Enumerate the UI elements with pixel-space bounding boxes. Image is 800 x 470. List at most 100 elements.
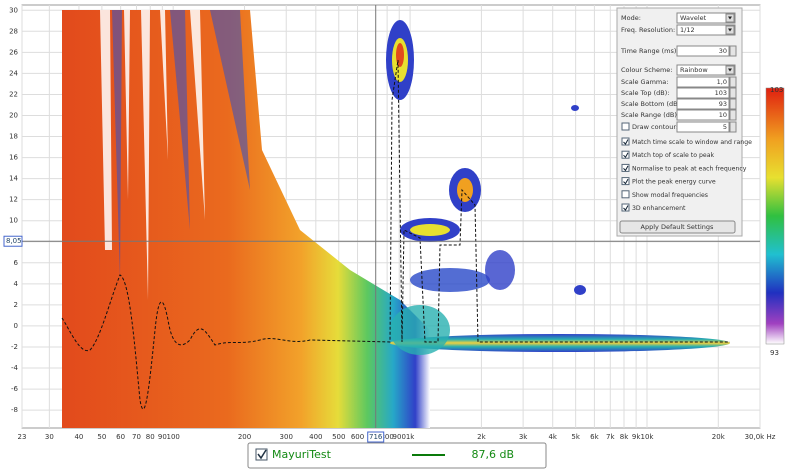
option-label: Draw contours bbox=[632, 123, 680, 131]
legend-value: 87,6 dB bbox=[471, 448, 514, 461]
spin-value: 5 bbox=[723, 123, 727, 131]
colour-scale-top: 103 bbox=[770, 86, 783, 94]
x-tick-label: 90 bbox=[158, 433, 167, 441]
option-label: Normalise to peak at each frequency bbox=[632, 165, 747, 172]
spin-field[interactable] bbox=[676, 109, 730, 121]
field-label: Scale Range (dB): bbox=[621, 111, 679, 119]
y-tick-label: 14 bbox=[9, 175, 18, 183]
spin-field[interactable] bbox=[676, 45, 730, 57]
option-label: Plot the peak energy curve bbox=[632, 179, 716, 186]
field-label: Colour Scheme: bbox=[621, 66, 673, 74]
legend-check-mark bbox=[257, 449, 267, 460]
legend: MayuriTest 87,6 dB bbox=[247, 442, 547, 469]
x-tick-label: 1k bbox=[406, 433, 415, 441]
field-label: Scale Gamma: bbox=[621, 78, 668, 86]
x-tick-label: 70 bbox=[132, 433, 141, 441]
dropdown-value: 1/12 bbox=[680, 26, 695, 34]
spin-button[interactable] bbox=[729, 98, 737, 110]
check-mark bbox=[623, 139, 629, 145]
spin-value: 1,0 bbox=[717, 78, 727, 86]
y-tick-label: 12 bbox=[9, 196, 18, 204]
check-mark bbox=[623, 205, 629, 211]
x-tick-label: 40 bbox=[74, 433, 83, 441]
x-tick-label: 900 bbox=[393, 433, 406, 441]
dropdown-value: Wavelet bbox=[680, 14, 707, 22]
x-tick-label: 3k bbox=[519, 433, 528, 441]
x-tick-label: 500 bbox=[332, 433, 345, 441]
dropdown-arrow bbox=[728, 16, 732, 20]
apply-button-label: Apply Default Settings bbox=[641, 223, 715, 231]
spin-field[interactable] bbox=[676, 76, 730, 88]
spin-field[interactable] bbox=[676, 87, 730, 99]
dropdown-arrow bbox=[728, 28, 732, 32]
spin-button[interactable] bbox=[729, 45, 737, 57]
colour-bar bbox=[765, 87, 785, 345]
spin-field[interactable] bbox=[676, 98, 730, 110]
cursor-y-box bbox=[3, 235, 23, 247]
y-tick-label: 26 bbox=[9, 48, 18, 56]
spin-value: 103 bbox=[715, 89, 727, 97]
option-checkbox[interactable] bbox=[621, 163, 630, 172]
x-tick-label: 6k bbox=[590, 433, 599, 441]
y-tick-label: -6 bbox=[11, 385, 19, 393]
y-tick-label: -4 bbox=[11, 364, 19, 372]
y-tick-label: 24 bbox=[9, 69, 18, 77]
x-tick-label: 7k bbox=[606, 433, 615, 441]
y-tick-label: 18 bbox=[9, 133, 18, 141]
x-tick-label: 30 bbox=[45, 433, 54, 441]
option-checkbox[interactable] bbox=[621, 190, 630, 199]
cursor-x-box bbox=[367, 431, 385, 443]
x-tick-label: 23 bbox=[18, 433, 27, 441]
x-tick-label: 10k bbox=[640, 433, 654, 441]
spin-value: 10 bbox=[719, 111, 727, 119]
x-tick-label: 9k bbox=[632, 433, 641, 441]
x-tick-label: 2k bbox=[477, 433, 486, 441]
y-tick-label: 2 bbox=[14, 301, 18, 309]
x-tick-label: 400 bbox=[309, 433, 322, 441]
spin-button[interactable] bbox=[729, 121, 737, 133]
y-tick-label: -8 bbox=[11, 406, 18, 414]
x-tick-label: 5k bbox=[571, 433, 580, 441]
option-checkbox[interactable] bbox=[621, 150, 630, 159]
spin-button[interactable] bbox=[729, 109, 737, 121]
x-tick-label: 100 bbox=[167, 433, 180, 441]
field-label: Scale Bottom (dB): bbox=[621, 100, 682, 108]
spin-button[interactable] bbox=[729, 87, 737, 99]
option-label: Match time scale to window and range bbox=[632, 139, 752, 146]
dropdown[interactable] bbox=[676, 12, 736, 24]
y-tick-label: 4 bbox=[14, 280, 19, 288]
field-label: Mode: bbox=[621, 14, 641, 22]
dropdown-arrow bbox=[728, 68, 732, 72]
spin-field[interactable] bbox=[676, 121, 730, 133]
option-label: Match top of scale to peak bbox=[632, 152, 714, 159]
y-tick-label: 10 bbox=[9, 217, 18, 225]
apply-button[interactable] bbox=[619, 220, 736, 234]
contours-checkbox[interactable] bbox=[621, 122, 630, 131]
option-checkbox[interactable] bbox=[621, 177, 630, 186]
legend-name: MayuriTest bbox=[272, 448, 332, 461]
spin-value: 30 bbox=[719, 47, 727, 55]
cursor-x-label: 716 bbox=[369, 433, 383, 441]
legend-checkbox[interactable] bbox=[255, 448, 268, 461]
x-tick-label: 20k bbox=[712, 433, 726, 441]
x-tick-label: 800 bbox=[380, 433, 393, 441]
y-tick-label: 30 bbox=[9, 6, 18, 14]
y-tick-label: 20 bbox=[9, 111, 18, 119]
colour-scale-bottom: 93 bbox=[770, 349, 779, 357]
x-tick-label: 300 bbox=[280, 433, 293, 441]
dropdown[interactable] bbox=[676, 64, 736, 76]
spin-button[interactable] bbox=[729, 76, 737, 88]
y-tick-label: 22 bbox=[9, 90, 18, 98]
y-tick-label: 0 bbox=[14, 322, 18, 330]
x-tick-label: 80 bbox=[146, 433, 155, 441]
check-mark bbox=[623, 152, 629, 159]
check-mark bbox=[623, 165, 629, 172]
option-checkbox[interactable] bbox=[621, 203, 630, 212]
x-tick-label: 8k bbox=[620, 433, 629, 441]
dropdown[interactable] bbox=[676, 24, 736, 36]
option-checkbox[interactable] bbox=[621, 137, 630, 146]
option-label: Show modal frequencies bbox=[632, 192, 708, 199]
y-tick-label: 16 bbox=[9, 154, 18, 162]
